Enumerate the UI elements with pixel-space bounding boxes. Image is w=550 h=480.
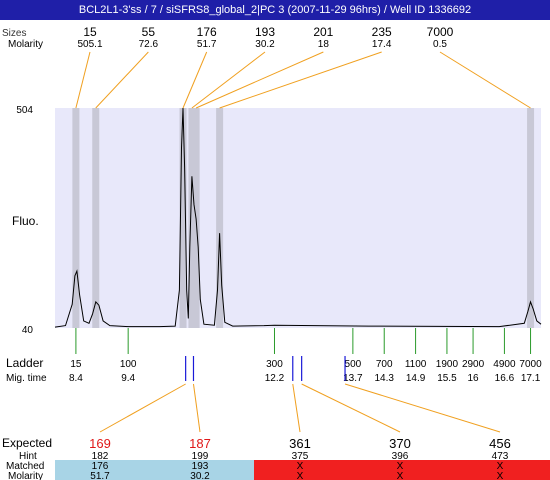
expected-table: 16918217651.718719919330.2361375XX370396…	[55, 383, 550, 480]
ladder-time-8: 16.6	[495, 373, 515, 384]
mig-time-label: Mig. time	[6, 373, 47, 384]
peak-size-1: 55	[142, 25, 156, 39]
matched-size-0: 176	[92, 461, 109, 472]
matched-molarity-2: X	[297, 471, 304, 480]
peak-band-0	[72, 108, 80, 328]
plot-background	[55, 108, 541, 328]
expected-size-4: 456	[489, 436, 511, 451]
peak-connector-1	[95, 51, 149, 109]
matched-size-2: X	[297, 461, 304, 472]
peak-molarity-6: 0.5	[433, 39, 447, 50]
ladder-size-9: 7000	[519, 359, 542, 370]
y-tick-label-min: 40	[22, 325, 34, 336]
sizes-label: Sizes	[2, 28, 26, 39]
ladder-size-3: 500	[345, 359, 362, 370]
peak-band-1	[92, 108, 100, 328]
peak-band-3	[188, 108, 196, 328]
peak-size-3: 193	[255, 25, 275, 39]
expected-size-0: 169	[89, 436, 111, 451]
matched-size-3: X	[397, 461, 404, 472]
peak-connector-6	[439, 51, 531, 109]
matched-molarity-4: X	[497, 471, 504, 480]
ladder-size-0: 15	[70, 359, 82, 370]
peak-connector-2	[182, 51, 208, 109]
fluo-axis-label: Fluo.	[12, 214, 39, 228]
expected-connector-4	[344, 383, 501, 433]
peak-connector-0	[75, 51, 91, 109]
ladder-time-1: 9.4	[121, 373, 135, 384]
peak-connector-4	[195, 51, 324, 109]
ladder-size-6: 1900	[436, 359, 459, 370]
peak-molarity-3: 30.2	[255, 39, 275, 50]
ladder-label: Ladder	[6, 356, 43, 370]
peak-size-4: 201	[313, 25, 333, 39]
ladder-size-7: 2900	[462, 359, 485, 370]
peak-molarity-1: 72.6	[139, 39, 159, 50]
expected-label: Expected	[2, 436, 52, 450]
expected-connector-1	[192, 383, 201, 433]
expected-connector-2	[292, 383, 301, 433]
ladder-time-6: 15.5	[437, 373, 457, 384]
hint-label: Hint	[19, 451, 37, 462]
ladder-size-8: 4900	[493, 359, 516, 370]
plot-area	[54, 107, 542, 328]
fluorescence-trace	[54, 107, 542, 328]
molarity-label: Molarity	[8, 39, 43, 50]
ladder-time-5: 14.9	[406, 373, 426, 384]
expected-connector-0	[99, 383, 186, 433]
ladder-time-3: 13.7	[343, 373, 363, 384]
peak-band-2	[179, 108, 187, 328]
peak-molarity-0: 505.1	[77, 39, 102, 50]
matched-fail-band	[254, 460, 550, 480]
expected-size-2: 361	[289, 436, 311, 451]
ladder-time-9: 17.1	[521, 373, 541, 384]
ladder-axis: 15 8.4 100 9.4 300 12.2 500 13.7 700 14.3 1100 14.9…	[69, 328, 542, 384]
expected-size-1: 187	[189, 436, 211, 451]
ladder-time-2: 12.2	[265, 373, 285, 384]
matched-size-4: X	[497, 461, 504, 472]
expected-connector-3	[301, 383, 401, 433]
peak-band-6	[527, 108, 535, 328]
hint-size-3: 396	[392, 451, 409, 462]
hint-size-0: 182	[92, 451, 109, 462]
matched-molarity-0: 51.7	[90, 471, 110, 480]
expected-size-3: 370	[389, 436, 411, 451]
matched-molarity-1: 30.2	[190, 471, 210, 480]
peak-molarity-2: 51.7	[197, 39, 217, 50]
peak-molarity-4: 18	[318, 39, 330, 50]
peak-size-6: 7000	[427, 25, 454, 39]
peak-connector-5	[219, 51, 382, 109]
ladder-size-5: 1100	[405, 359, 427, 370]
ladder-size-1: 100	[120, 359, 137, 370]
ladder-time-0: 8.4	[69, 373, 83, 384]
matched-molarity-3: X	[397, 471, 404, 480]
matched-size-1: 193	[192, 461, 209, 472]
peak-connector-3	[191, 51, 266, 109]
window-title: BCL2L1-3'ss / 7 / siSFRS8_global_2|PC 3 …	[0, 0, 550, 20]
peak-size-0: 15	[83, 25, 97, 39]
ladder-time-4: 14.3	[374, 373, 394, 384]
peak-molarity-5: 17.4	[372, 39, 392, 50]
peak-size-5: 235	[372, 25, 392, 39]
matched-ok-band	[55, 460, 254, 480]
ladder-size-2: 300	[266, 359, 283, 370]
matched-label: Matched	[6, 461, 44, 472]
ladder-time-7: 16	[468, 373, 480, 384]
hint-size-4: 473	[492, 451, 509, 462]
molarity-bottom-label: Molarity	[8, 471, 43, 480]
hint-size-1: 199	[192, 451, 209, 462]
hint-size-2: 375	[292, 451, 309, 462]
ladder-size-4: 700	[376, 359, 393, 370]
peak-size-2: 176	[197, 25, 217, 39]
peak-band-5	[216, 108, 224, 328]
y-tick-label-max: 504	[16, 105, 33, 116]
